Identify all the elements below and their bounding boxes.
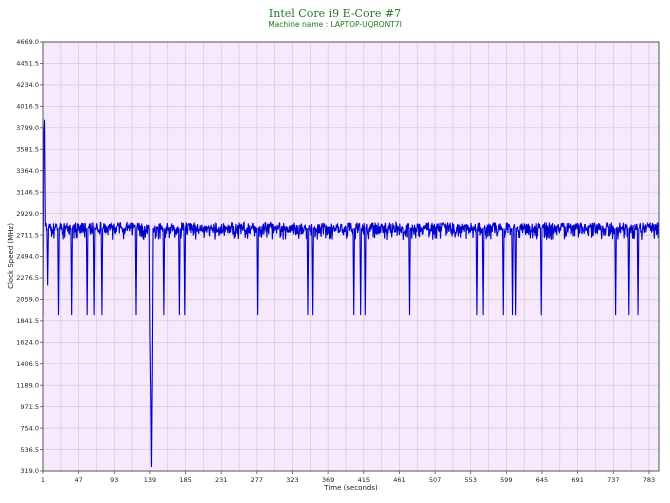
y-tick-label: 2059.0: [16, 296, 39, 304]
y-tick-label: 4016.5: [16, 103, 39, 111]
y-tick-label: 4234.0: [16, 81, 39, 89]
y-tick-label: 3364.0: [16, 167, 39, 175]
x-tick-label: 1: [41, 476, 45, 484]
x-tick-label: 645: [536, 476, 548, 484]
x-tick-label: 415: [358, 476, 370, 484]
y-tick-label: 1189.0: [16, 381, 39, 389]
y-tick-label: 3581.5: [16, 145, 39, 153]
y-tick-label: 1406.5: [16, 360, 39, 368]
x-axis-label: Time (seconds): [323, 484, 378, 492]
x-tick-label: 231: [215, 476, 227, 484]
x-tick-label: 277: [251, 476, 263, 484]
y-tick-label: 2276.5: [16, 274, 39, 282]
x-tick-label: 369: [322, 476, 334, 484]
y-tick-label: 3146.5: [16, 188, 39, 196]
y-tick-label: 536.5: [20, 446, 39, 454]
series-line-clock-speed: [42, 119, 660, 467]
y-axis-label: Clock Speed (MHz): [7, 223, 15, 289]
x-tick-label: 553: [465, 476, 477, 484]
chart-title: Intel Core i9 E-Core #7: [268, 7, 402, 20]
y-tick-label: 1841.5: [16, 317, 39, 325]
y-tick-label: 3799.0: [16, 124, 39, 132]
y-tick-label: 2929.0: [16, 210, 39, 218]
x-tick-label: 599: [500, 476, 512, 484]
x-tick-label: 461: [393, 476, 405, 484]
y-tick-label: 971.5: [20, 403, 39, 411]
y-tick-label: 2711.5: [16, 231, 39, 239]
x-tick-label: 185: [179, 476, 191, 484]
x-tick-label: 737: [607, 476, 619, 484]
x-tick-label: 691: [571, 476, 583, 484]
x-tick-label: 783: [643, 476, 655, 484]
x-tick-label: 323: [286, 476, 298, 484]
x-tick-label: 47: [75, 476, 83, 484]
plot-frame: [42, 41, 660, 472]
axes: 1 47 93 139 185 231 277 323 369 415 461 507 553 599 64…: [16, 38, 655, 484]
y-tick-label: 754.0: [20, 424, 39, 432]
x-tick-label: 139: [144, 476, 156, 484]
x-tick-label: 93: [110, 476, 118, 484]
y-tick-label: 319.0: [20, 467, 39, 475]
series-layer: [42, 119, 660, 467]
y-tick-label: 4669.0: [16, 38, 39, 46]
x-tick-label: 507: [429, 476, 441, 484]
y-tick-label: 2494.0: [16, 253, 39, 261]
chart-subtitle: Machine name : LAPTOP-UQRONT7I: [268, 20, 402, 29]
y-tick-label: 4451.5: [16, 60, 39, 68]
y-tick-label: 1624.0: [16, 339, 39, 347]
